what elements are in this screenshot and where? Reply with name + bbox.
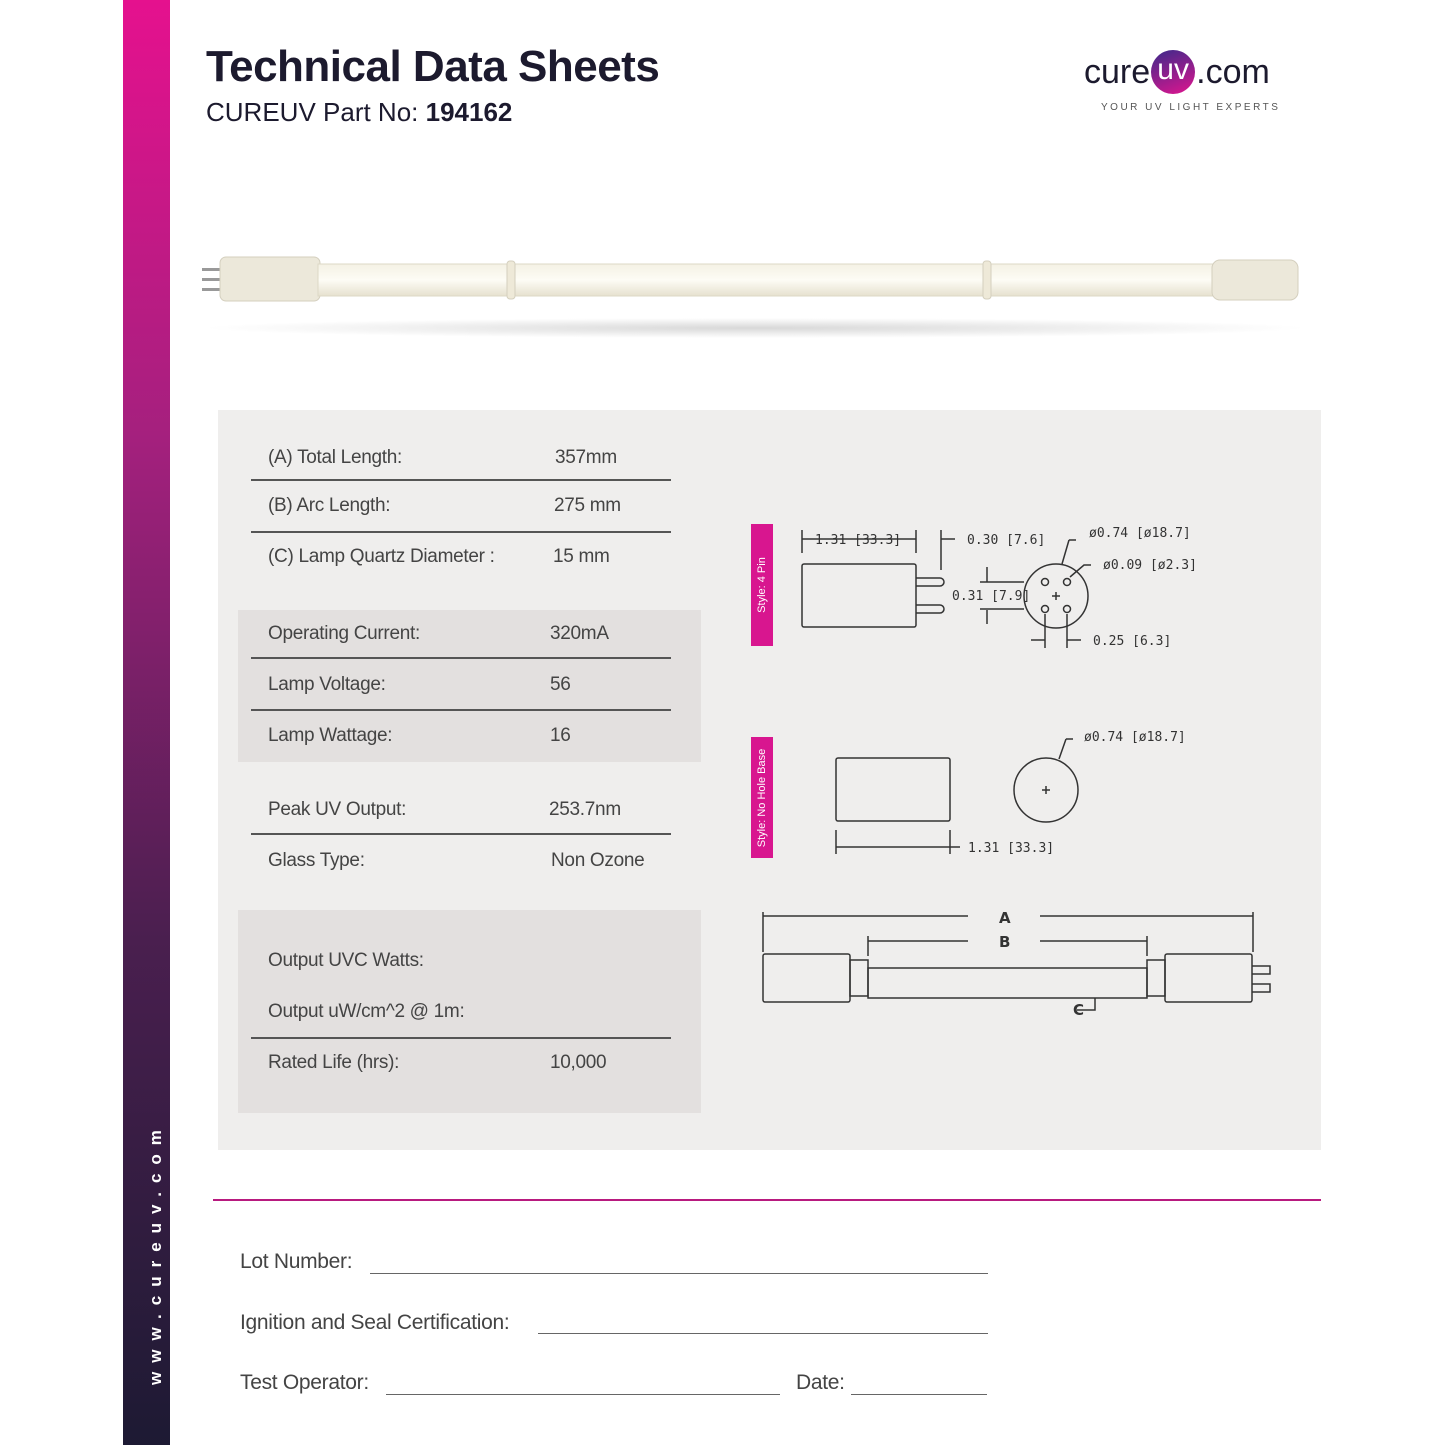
lot-number-label: Lot Number: (240, 1250, 353, 1273)
spec-value: 357mm (555, 447, 617, 468)
spec-label: (A) Total Length: (268, 447, 402, 468)
lamp-image (202, 256, 1305, 338)
divider (251, 479, 671, 481)
test-operator-field[interactable] (386, 1394, 780, 1395)
spec-label: Glass Type: (268, 850, 365, 871)
technical-drawing: 1.31 [33.3] 0.30 [7.6] 0.31 [7.9] ø0.74 … (762, 526, 1271, 1019)
specs-group-output (238, 910, 701, 1113)
spec-value: 15 mm (553, 546, 610, 567)
label-a: A (999, 909, 1011, 927)
logo-circle: uv (1151, 50, 1196, 94)
spec-label: (C) Lamp Quartz Diameter : (268, 546, 495, 567)
spec-value: 253.7nm (549, 799, 621, 820)
lot-number-field[interactable] (370, 1273, 988, 1274)
spec-value: 10,000 (550, 1052, 607, 1073)
spec-value: 56 (550, 674, 571, 695)
dim-diameter: ø0.74 [ø18.7] (1089, 526, 1191, 541)
test-operator-label: Test Operator: (240, 1371, 369, 1394)
dim-pin-diameter: ø0.09 [ø2.3] (1103, 558, 1197, 573)
part-value: 194162 (425, 97, 513, 127)
style-tag-4pin: Style: 4 Pin (751, 524, 773, 646)
section-divider (213, 1199, 1321, 1201)
spec-label: Output uW/cm^2 @ 1m: (268, 1001, 465, 1022)
logo-text: cure (1084, 52, 1151, 91)
divider (251, 833, 671, 835)
dim-length: 1.31 [33.3] (815, 533, 901, 548)
dim-length-nohole: 1.31 [33.3] (968, 841, 1054, 856)
divider (251, 657, 671, 659)
divider (251, 531, 671, 533)
specs-group-electrical (238, 610, 701, 762)
part-label: CUREUV Part No: (206, 97, 419, 127)
spec-label: Lamp Wattage: (268, 725, 393, 746)
spec-label: Rated Life (hrs): (268, 1052, 400, 1073)
date-label: Date: (796, 1371, 845, 1394)
logo: cure uv .com (1084, 50, 1284, 94)
logo-tagline: YOUR UV LIGHT EXPERTS (1101, 102, 1281, 113)
spec-label: Operating Current: (268, 623, 420, 644)
logo-text-com: .com (1196, 52, 1270, 91)
dim-pin-length: 0.30 [7.6] (967, 533, 1045, 548)
label-c: C (1073, 1001, 1084, 1019)
spec-label: Output UVC Watts: (268, 950, 424, 971)
spec-label: (B) Arc Length: (268, 495, 391, 516)
ignition-field[interactable] (538, 1333, 988, 1334)
spec-value: 16 (550, 725, 571, 746)
website-text: www.cureuv.com (146, 1121, 165, 1385)
page-title: Technical Data Sheets (206, 42, 660, 91)
ignition-label: Ignition and Seal Certification: (240, 1311, 510, 1334)
divider (251, 1037, 671, 1039)
label-b: B (999, 933, 1010, 951)
spec-label: Peak UV Output: (268, 799, 407, 820)
style-tag-nohole: Style: No Hole Base (751, 737, 773, 858)
part-number: CUREUV Part No: 194162 (206, 97, 512, 128)
dim-pin-spacing-v: 0.31 [7.9] (952, 589, 1030, 604)
spec-value: Non Ozone (551, 850, 645, 871)
spec-value: 320mA (550, 623, 609, 644)
sidebar-bar (123, 0, 170, 1445)
spec-value: 275 mm (554, 495, 621, 516)
dim-pin-spacing-h: 0.25 [6.3] (1093, 634, 1171, 649)
divider (251, 709, 671, 711)
date-field[interactable] (851, 1394, 987, 1395)
spec-label: Lamp Voltage: (268, 674, 386, 695)
dim-diameter-nohole: ø0.74 [ø18.7] (1084, 730, 1186, 745)
